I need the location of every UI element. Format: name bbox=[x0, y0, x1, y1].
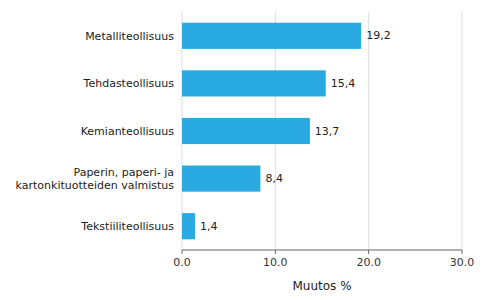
grid-line bbox=[368, 12, 369, 250]
bar bbox=[182, 118, 310, 144]
grid bbox=[182, 12, 462, 250]
data-label: 1,4 bbox=[200, 220, 218, 233]
chart: 0.0 10.0 20.0 30.0 Muutos % 1,4 8,4 13,7 15,4 19,… bbox=[0, 0, 484, 300]
category-label: Tekstiiliteollisuus bbox=[80, 220, 174, 233]
data-label: 8,4 bbox=[265, 172, 283, 185]
data-labels: 1,4 8,4 13,7 15,4 19,2 bbox=[200, 29, 391, 232]
axis-label: Muutos % bbox=[292, 279, 351, 293]
bar bbox=[182, 70, 326, 96]
bar bbox=[182, 213, 195, 239]
tick-mark bbox=[275, 250, 276, 254]
tick-label: 20.0 bbox=[356, 256, 381, 269]
category-label: Paperin, paperi- jakartonkituotteiden va… bbox=[16, 166, 175, 192]
tick-mark bbox=[462, 250, 463, 254]
data-label: 19,2 bbox=[366, 29, 391, 42]
x-axis: 0.0 10.0 20.0 30.0 bbox=[173, 250, 474, 269]
grid-line bbox=[462, 12, 463, 250]
data-label: 15,4 bbox=[331, 77, 356, 90]
bar bbox=[182, 23, 361, 49]
category-label: Tehdasteollisuus bbox=[83, 77, 175, 90]
y-axis: Tekstiiliteollisuus Paperin, paperi- jaka… bbox=[16, 30, 175, 233]
axis-line bbox=[182, 250, 462, 251]
tick-mark bbox=[182, 250, 183, 254]
data-label: 13,7 bbox=[315, 125, 340, 138]
tick-label: 10.0 bbox=[263, 256, 288, 269]
tick-mark bbox=[368, 250, 369, 254]
category-label: Kemianteollisuus bbox=[81, 125, 175, 138]
bar bbox=[182, 166, 260, 192]
tick-label: 30.0 bbox=[450, 256, 475, 269]
bars bbox=[182, 23, 361, 240]
tick-label: 0.0 bbox=[173, 256, 191, 269]
category-label: Metalliteollisuus bbox=[85, 30, 174, 43]
